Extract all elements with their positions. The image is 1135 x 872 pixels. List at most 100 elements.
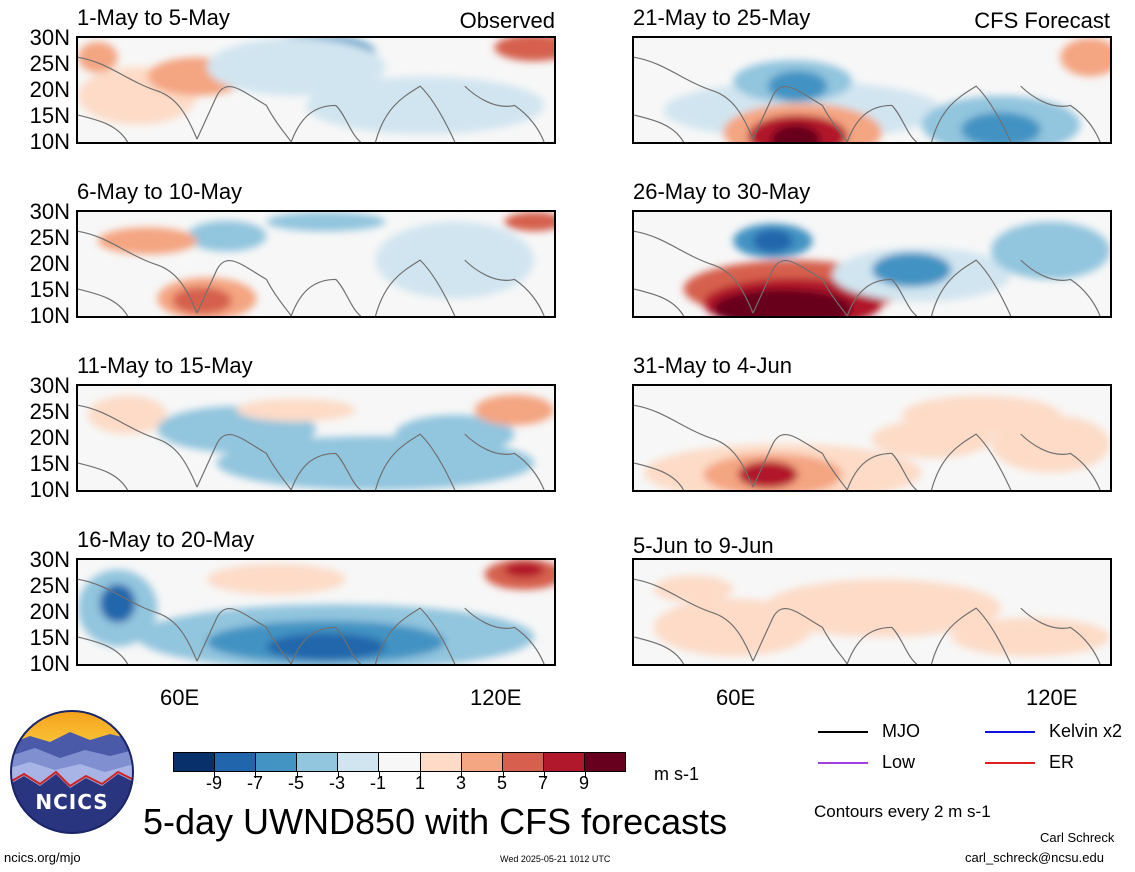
wind-anomaly-region	[991, 221, 1110, 280]
lat-label: 15N	[29, 103, 70, 128]
map-panel-2	[632, 36, 1112, 144]
footer-email: carl_schreck@ncsu.edu	[965, 850, 1104, 865]
wind-anomaly-region	[206, 563, 346, 595]
map-field	[78, 560, 554, 664]
legend-er: ER	[985, 752, 1074, 772]
wind-anomaly-region	[97, 227, 197, 255]
wind-anomaly-region	[961, 112, 1041, 142]
wind-anomaly-region	[504, 212, 554, 232]
wind-anomaly-region	[872, 419, 991, 459]
colorbar-label: 5	[496, 773, 507, 793]
wind-anomaly-region	[78, 41, 118, 73]
wind-anomaly-region	[653, 575, 734, 603]
mjo-line-icon	[818, 731, 868, 734]
panel-label-observed: Observed	[459, 8, 555, 33]
lat-label: 10N	[29, 651, 70, 676]
wind-anomaly-region	[767, 70, 828, 102]
wind-anomaly-region	[206, 38, 386, 96]
colorbar-swatch	[297, 753, 339, 771]
lon-label-60e-left: 60E	[160, 685, 200, 710]
figure-title: 5-day UWND850 with CFS forecasts	[143, 801, 728, 842]
wind-anomaly-region	[187, 220, 267, 252]
legend-low: Low	[818, 752, 915, 772]
lat-label: 25N	[29, 399, 70, 424]
lat-label: 30N	[29, 25, 70, 50]
map-field	[78, 212, 554, 316]
lat-label: 20N	[29, 425, 70, 450]
map-panel-5	[76, 384, 556, 492]
panel-title-7: 16-May to 20-May	[77, 527, 255, 552]
lat-label: 15N	[29, 451, 70, 476]
colorbar-swatch	[174, 753, 216, 771]
colorbar-swatch	[379, 753, 421, 771]
colorbar-tick	[461, 772, 463, 778]
colorbar-tick	[420, 772, 422, 778]
colorbar-label: 7	[537, 773, 548, 793]
footer-timestamp: Wed 2025-05-21 1012 UTC	[500, 854, 611, 864]
colorbar-label: -7	[246, 773, 263, 793]
colorbar-tick	[543, 772, 545, 778]
wind-anomaly-region	[266, 212, 386, 232]
wind-anomaly-region	[494, 38, 554, 62]
coastline	[78, 578, 545, 664]
wind-anomaly-region	[991, 414, 1110, 473]
map-panel-1	[76, 36, 556, 144]
coastline	[634, 404, 1101, 490]
panel-title-6: 31-May to 4-Jun	[633, 353, 792, 378]
lat-label: 30N	[29, 199, 70, 224]
wind-anomaly-region	[266, 633, 386, 661]
colorbar-tick	[296, 772, 298, 778]
coastline	[78, 56, 545, 142]
lat-label: 25N	[29, 225, 70, 250]
colorbar-swatch	[420, 753, 462, 771]
lat-label: 10N	[29, 129, 70, 154]
lat-label: 25N	[29, 573, 70, 598]
colorbar-label: 3	[455, 773, 466, 793]
wind-anomaly-region	[172, 287, 232, 315]
kelvin-line-icon	[985, 731, 1035, 734]
map-panel-4	[632, 210, 1112, 318]
panel-label-forecast: CFS Forecast	[974, 8, 1110, 33]
legend-er-label: ER	[1049, 752, 1075, 772]
contour-interval-note: Contours every 2 m s-1	[814, 802, 991, 821]
colorbar-tick	[502, 772, 504, 778]
colorbar-swatch	[502, 753, 544, 771]
map-panel-3	[76, 210, 556, 318]
colorbar-label: -3	[328, 773, 345, 793]
wind-anomaly-region	[872, 252, 952, 288]
wind-anomaly-region	[306, 76, 545, 135]
coastline	[634, 56, 1101, 142]
colorbar-swatch	[543, 753, 585, 771]
footer-url: ncics.org/mjo	[4, 850, 81, 865]
lon-label-120e-left: 120E	[470, 685, 522, 710]
panel-title-5: 11-May to 15-May	[77, 353, 253, 378]
panel-title-4: 26-May to 30-May	[633, 179, 811, 204]
map-field	[634, 575, 1110, 664]
logo-text: NCICS	[35, 790, 109, 814]
lat-label: 20N	[29, 599, 70, 624]
colorbar-tick	[255, 772, 257, 778]
map-field	[634, 395, 1110, 490]
wind-anomaly-region	[395, 414, 515, 454]
wind-anomaly-region	[1060, 38, 1110, 77]
map-panel-8	[632, 558, 1112, 666]
colorbar-units: m s-1	[654, 764, 699, 784]
lat-label: 20N	[29, 77, 70, 102]
map-field	[78, 38, 554, 142]
map-field	[634, 38, 1110, 142]
legend-mjo-label: MJO	[882, 721, 920, 741]
wind-anomaly-region	[236, 398, 356, 422]
lat-label: 15N	[29, 625, 70, 650]
lon-label-120e-right: 120E	[1026, 685, 1078, 710]
ncics-logo	[10, 710, 134, 834]
lat-label: 10N	[29, 303, 70, 328]
coastline	[634, 578, 1101, 664]
colorbar-label: 1	[414, 773, 425, 793]
colorbar-tick	[214, 772, 216, 778]
lon-label-60e-right: 60E	[716, 685, 756, 710]
panel-title-2: 21-May to 25-May	[633, 5, 811, 30]
colorbar-tick	[585, 772, 586, 778]
wind-anomaly-region	[375, 221, 535, 299]
map-field	[634, 221, 1110, 316]
map-panel-6	[632, 384, 1112, 492]
